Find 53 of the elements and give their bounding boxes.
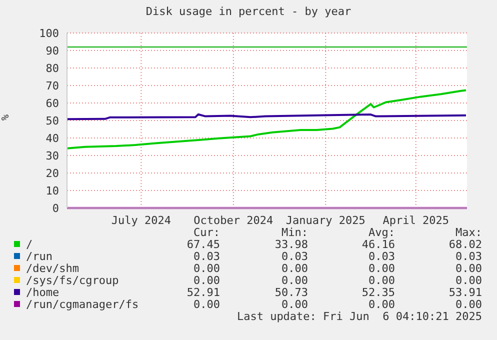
legend-label: /dev/shm bbox=[26, 262, 79, 275]
text: Last update: Fri Jun 6 04:10:21 2025 bbox=[236, 310, 482, 323]
legend-label: /sys/fs/cgroup bbox=[26, 274, 119, 287]
text: 52.91 bbox=[186, 286, 220, 299]
text: 0.00 bbox=[194, 262, 220, 275]
text: 33.98 bbox=[274, 238, 308, 251]
text: 0.00 bbox=[282, 274, 308, 287]
line-series bbox=[66, 89, 467, 150]
legend-label: /run/cgmanager/fs bbox=[26, 298, 139, 311]
chart-title: Disk usage in percent - by year bbox=[144, 5, 352, 18]
text: 0.00 bbox=[282, 298, 308, 311]
y-tick-label: 50 bbox=[46, 114, 59, 128]
y-axis-title: % bbox=[0, 114, 12, 120]
text: 0.00 bbox=[456, 298, 482, 311]
text: 0.00 bbox=[368, 274, 395, 287]
text: 52.35 bbox=[362, 286, 395, 299]
x-tick-label: October 2024 bbox=[194, 214, 274, 227]
x-tick-label: July 2024 bbox=[111, 214, 172, 227]
text: 0.00 bbox=[282, 262, 308, 275]
legend-label: /run bbox=[26, 250, 52, 263]
y-tick-label: 60 bbox=[46, 96, 59, 110]
text: 53.91 bbox=[448, 286, 482, 299]
text: 50.73 bbox=[274, 286, 308, 299]
text: 68.02 bbox=[448, 238, 482, 251]
x-tick-label: April 2025 bbox=[382, 214, 449, 227]
y-tick-label: 30 bbox=[46, 149, 59, 162]
text: 0.03 bbox=[368, 250, 395, 263]
text: Avg: bbox=[368, 226, 395, 239]
y-tick-label: 10 bbox=[46, 184, 59, 198]
legend-label: / bbox=[26, 238, 33, 251]
y-tick-label: 20 bbox=[46, 166, 59, 180]
text: 0.03 bbox=[194, 250, 220, 263]
text: 46.16 bbox=[362, 238, 395, 251]
text: 67.45 bbox=[186, 238, 220, 251]
text: 0.00 bbox=[456, 274, 482, 287]
text: 0.00 bbox=[368, 262, 395, 275]
y-tick-label: 70 bbox=[46, 79, 59, 92]
text: 0.03 bbox=[282, 250, 308, 263]
text: 0.00 bbox=[194, 274, 220, 287]
y-tick-label: 40 bbox=[46, 132, 59, 145]
text: 0.03 bbox=[456, 250, 482, 263]
text: 0.00 bbox=[194, 298, 220, 311]
y-tick-label: 0 bbox=[52, 202, 59, 215]
y-tick-label: 100 bbox=[39, 26, 59, 40]
y-tick-label: 90 bbox=[46, 44, 59, 58]
text: Min: bbox=[282, 226, 308, 239]
text: 0.00 bbox=[456, 262, 482, 275]
legend-label: /home bbox=[26, 286, 60, 299]
x-tick-label: January 2025 bbox=[286, 214, 366, 227]
text: Cur: bbox=[194, 226, 220, 239]
text: 0.00 bbox=[368, 298, 395, 311]
y-tick-label: 80 bbox=[46, 62, 59, 75]
text: Max: bbox=[456, 226, 482, 239]
